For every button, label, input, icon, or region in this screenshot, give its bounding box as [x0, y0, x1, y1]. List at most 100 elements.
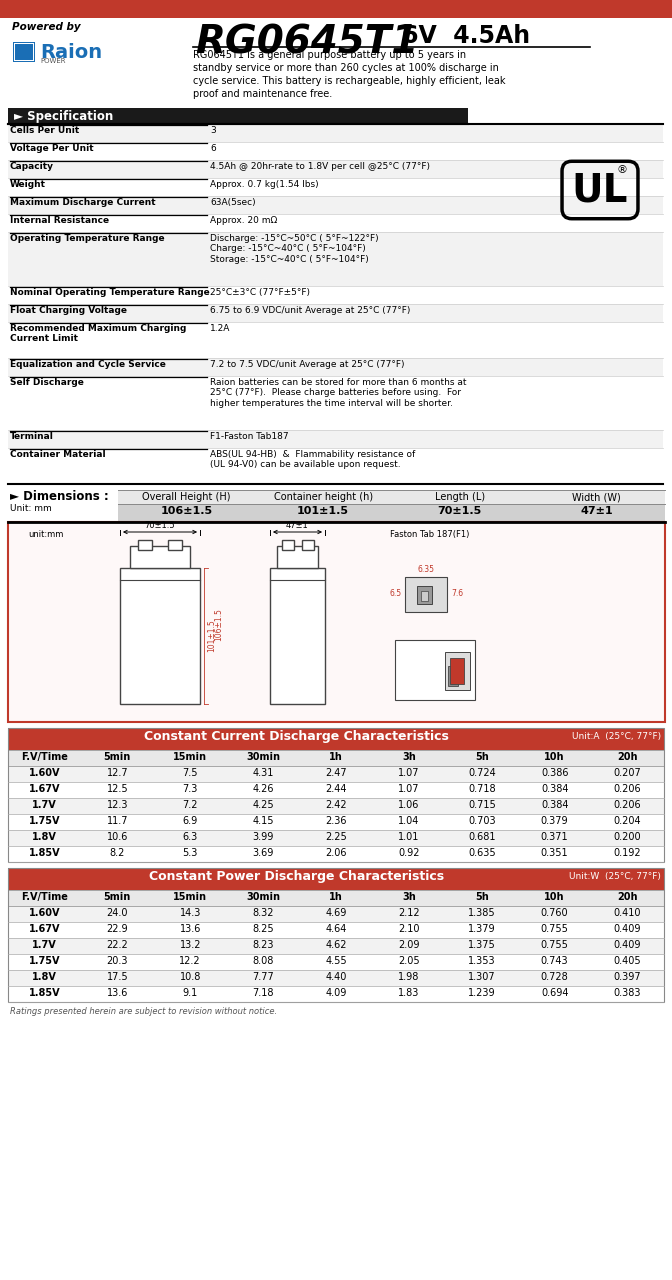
Bar	[8, 358, 663, 376]
Text: RG0645T1: RG0645T1	[195, 24, 418, 61]
Text: 1.83: 1.83	[398, 988, 419, 998]
Bar	[8, 765, 664, 782]
Text: Ratings presented herein are subject to revision without notice.: Ratings presented herein are subject to …	[10, 1007, 277, 1016]
Text: 22.2: 22.2	[106, 940, 128, 950]
Bar	[8, 938, 664, 954]
Text: 4.25: 4.25	[252, 800, 274, 810]
Text: 0.200: 0.200	[614, 832, 641, 842]
Text: 0.755: 0.755	[541, 924, 569, 934]
Text: 6.9: 6.9	[183, 817, 198, 826]
Text: 1.239: 1.239	[468, 988, 495, 998]
Bar	[0, 0, 672, 18]
Text: 1.67V: 1.67V	[29, 783, 60, 794]
Text: 1.85V: 1.85V	[29, 847, 60, 858]
Text: 0.386: 0.386	[541, 768, 569, 778]
Text: 1.67V: 1.67V	[29, 924, 60, 934]
Text: 1.307: 1.307	[468, 972, 495, 982]
Bar	[14, 42, 17, 54]
Bar	[138, 540, 152, 550]
Text: 47±1: 47±1	[286, 521, 309, 530]
Text: 0.379: 0.379	[541, 817, 569, 826]
Text: Raion: Raion	[40, 44, 102, 61]
Text: Cells Per Unit: Cells Per Unit	[10, 125, 79, 134]
Bar	[8, 285, 663, 303]
Text: Voltage Per Unit: Voltage Per Unit	[10, 143, 93, 154]
Text: 2.44: 2.44	[325, 783, 347, 794]
Text: Equalization and Cycle Service: Equalization and Cycle Service	[10, 360, 166, 369]
Text: 4.09: 4.09	[325, 988, 347, 998]
Text: 6.3: 6.3	[183, 832, 198, 842]
Text: 5.3: 5.3	[183, 847, 198, 858]
Text: Nominal Operating Temperature Range: Nominal Operating Temperature Range	[10, 288, 210, 297]
Text: Container Material: Container Material	[10, 451, 106, 460]
Text: standby service or more than 260 cycles at 100% discharge in: standby service or more than 260 cycles …	[193, 63, 499, 73]
Text: 4.31: 4.31	[253, 768, 274, 778]
Text: 1.353: 1.353	[468, 956, 495, 966]
Text: ®: ®	[616, 165, 628, 175]
Text: ► Dimensions :: ► Dimensions :	[10, 490, 109, 503]
Bar	[282, 540, 294, 550]
Text: 12.3: 12.3	[107, 800, 128, 810]
Text: 0.351: 0.351	[541, 847, 569, 858]
Text: Container height (h): Container height (h)	[274, 492, 373, 502]
Text: Raion batteries can be stored for more than 6 months at
25°C (77°F).  Please cha: Raion batteries can be stored for more t…	[210, 378, 466, 408]
Text: 4.69: 4.69	[325, 908, 347, 918]
Text: 20h: 20h	[618, 892, 638, 902]
Text: Weight: Weight	[10, 180, 46, 189]
Text: 0.92: 0.92	[398, 847, 419, 858]
Bar	[8, 196, 663, 214]
Text: 0.728: 0.728	[541, 972, 569, 982]
Bar	[24, 42, 27, 54]
Bar	[405, 577, 447, 612]
Bar	[445, 652, 470, 690]
Text: 20h: 20h	[618, 751, 638, 762]
Text: proof and maintenance free.: proof and maintenance free.	[193, 90, 332, 99]
Text: Float Charging Voltage: Float Charging Voltage	[10, 306, 127, 315]
Text: unit:mm: unit:mm	[28, 530, 63, 539]
Text: 0.371: 0.371	[541, 832, 569, 842]
Bar	[8, 448, 663, 484]
Text: 106±1.5: 106±1.5	[214, 608, 223, 641]
Text: Maximum Discharge Current: Maximum Discharge Current	[10, 198, 156, 207]
Bar	[8, 954, 664, 970]
Text: 8.25: 8.25	[252, 924, 274, 934]
Text: 0.703: 0.703	[468, 817, 495, 826]
Text: cycle service. This battery is rechargeable, highly efficient, leak: cycle service. This battery is rechargea…	[193, 76, 505, 86]
Bar	[130, 547, 190, 568]
Text: 20.3: 20.3	[107, 956, 128, 966]
Text: 0.383: 0.383	[614, 988, 641, 998]
Text: 11.7: 11.7	[107, 817, 128, 826]
Text: 0.384: 0.384	[541, 783, 569, 794]
Bar	[21, 42, 24, 54]
Text: F.V/Time: F.V/Time	[21, 751, 68, 762]
Text: 0.384: 0.384	[541, 800, 569, 810]
Bar	[14, 44, 34, 61]
Text: Recommended Maximum Charging
Current Limit: Recommended Maximum Charging Current Lim…	[10, 324, 186, 343]
Text: 7.2: 7.2	[183, 800, 198, 810]
Text: F.V/Time: F.V/Time	[21, 892, 68, 902]
Text: 6V  4.5Ah: 6V 4.5Ah	[402, 24, 530, 47]
Text: RG0645T1 is a general purpose battery up to 5 years in: RG0645T1 is a general purpose battery up…	[193, 50, 466, 60]
Text: 1.98: 1.98	[398, 972, 419, 982]
Text: Approx. 0.7 kg(1.54 lbs): Approx. 0.7 kg(1.54 lbs)	[210, 180, 319, 189]
Text: 0.743: 0.743	[541, 956, 569, 966]
Text: 1h: 1h	[329, 751, 343, 762]
Text: 0.409: 0.409	[614, 924, 641, 934]
Text: 3.99: 3.99	[253, 832, 274, 842]
Text: 1.60V: 1.60V	[29, 768, 60, 778]
Text: 1.379: 1.379	[468, 924, 495, 934]
Text: 7.2 to 7.5 VDC/unit Average at 25°C (77°F): 7.2 to 7.5 VDC/unit Average at 25°C (77°…	[210, 360, 405, 369]
Text: 4.55: 4.55	[325, 956, 347, 966]
Text: 8.32: 8.32	[253, 908, 274, 918]
Bar	[8, 728, 664, 750]
Text: Unit: mm: Unit: mm	[10, 504, 52, 513]
Text: 0.207: 0.207	[614, 768, 642, 778]
Text: 0.397: 0.397	[614, 972, 641, 982]
Bar	[8, 814, 664, 829]
Bar	[8, 232, 663, 285]
Text: 7.3: 7.3	[183, 783, 198, 794]
Text: 3h: 3h	[402, 892, 416, 902]
Text: Powered by: Powered by	[12, 22, 81, 32]
Text: 2.10: 2.10	[398, 924, 419, 934]
Text: 1.8V: 1.8V	[32, 972, 57, 982]
